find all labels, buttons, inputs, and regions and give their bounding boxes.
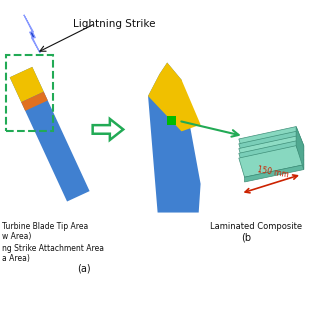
Polygon shape bbox=[10, 67, 44, 102]
Bar bbox=[6, 55, 53, 131]
Polygon shape bbox=[239, 141, 304, 172]
Text: ng Strike Attachment Area: ng Strike Attachment Area bbox=[2, 244, 104, 253]
Text: 150 mm: 150 mm bbox=[257, 165, 290, 179]
Text: Lightning Strike: Lightning Strike bbox=[73, 19, 156, 28]
Text: a Area): a Area) bbox=[2, 254, 30, 263]
Polygon shape bbox=[239, 127, 304, 158]
Polygon shape bbox=[296, 127, 304, 170]
Polygon shape bbox=[21, 92, 48, 111]
Polygon shape bbox=[244, 155, 304, 172]
Text: Turbine Blade Tip Area: Turbine Blade Tip Area bbox=[2, 222, 88, 231]
Polygon shape bbox=[244, 150, 304, 168]
Polygon shape bbox=[148, 63, 201, 131]
Polygon shape bbox=[239, 136, 304, 168]
Text: w Area): w Area) bbox=[2, 232, 31, 241]
Text: (a): (a) bbox=[77, 263, 91, 273]
Text: Laminated Composite: Laminated Composite bbox=[210, 222, 302, 231]
Polygon shape bbox=[24, 15, 40, 53]
Polygon shape bbox=[244, 165, 304, 182]
Polygon shape bbox=[93, 119, 123, 140]
Polygon shape bbox=[10, 67, 90, 202]
Polygon shape bbox=[244, 160, 304, 177]
Polygon shape bbox=[244, 146, 304, 163]
Polygon shape bbox=[239, 146, 304, 177]
Text: (b: (b bbox=[241, 233, 251, 243]
Polygon shape bbox=[148, 63, 201, 212]
Bar bbox=[167, 116, 176, 125]
Polygon shape bbox=[239, 131, 304, 163]
